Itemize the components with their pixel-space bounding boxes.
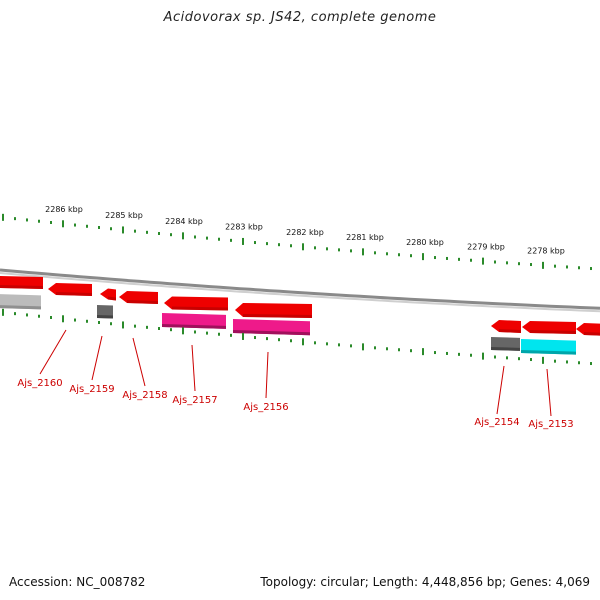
gene-label: Ajs_2154 — [474, 417, 519, 428]
gene-features — [0, 276, 600, 355]
scale-label: 2281 kbp — [346, 233, 384, 242]
scale-label: 2282 kbp — [286, 228, 324, 237]
gene-arrow-2154-shade — [499, 329, 521, 333]
scale-label: 2285 kbp — [105, 211, 143, 220]
leader-line — [546, 368, 552, 417]
leader-line — [132, 337, 146, 387]
scale-ticks-top — [2, 213, 592, 271]
gene-box-2159-edge — [97, 315, 113, 319]
gene-box-2156 — [233, 319, 310, 336]
backbone-line — [0, 268, 600, 310]
map-title: Acidovorax sp. JS42, complete genome — [163, 10, 437, 25]
leader-line — [91, 335, 103, 381]
leader-line — [191, 344, 196, 392]
accession-text: Accession: NC_008782 — [9, 575, 146, 589]
gene-arrow-2152-shade — [584, 332, 600, 336]
leader-line — [39, 329, 67, 375]
leader-line — [496, 365, 505, 415]
gene-box-2157 — [162, 313, 226, 329]
backbone-shadow — [0, 272, 600, 313]
gene-box-2159 — [97, 305, 113, 319]
gene-label: Ajs_2153 — [528, 419, 573, 430]
gene-label: Ajs_2158 — [122, 390, 167, 401]
gene-arrow-2159b-shade — [108, 296, 116, 301]
gene-label: Ajs_2156 — [243, 402, 288, 413]
gene-arrow-2156-shade — [243, 314, 312, 318]
gene-arrow-2159a-shade — [56, 292, 92, 296]
gene-label: Ajs_2159 — [69, 384, 114, 395]
gene-box-2160-edge — [0, 305, 41, 310]
gene-box-2154-edge — [491, 347, 520, 351]
gene-box-2153 — [521, 339, 576, 355]
gene-box-2156-edge — [233, 330, 310, 336]
leader-line — [265, 351, 269, 399]
scale-label: 2280 kbp — [406, 238, 444, 247]
gene-arrow-2160-shade — [0, 285, 43, 289]
gene-box-2157-edge — [162, 324, 226, 329]
scale-label: 2283 kbp — [225, 223, 263, 232]
gene-arrow-2153-shade — [530, 330, 576, 334]
scale-label: 2284 kbp — [165, 217, 203, 226]
gene-box-2160 — [0, 294, 41, 310]
genome-summary-text: Topology: circular; Length: 4,448,856 bp… — [260, 575, 590, 589]
gene-arrow-2157-shade — [172, 306, 228, 311]
gene-label: Ajs_2160 — [17, 378, 62, 389]
scale-label: 2278 kbp — [527, 247, 565, 256]
scale-ticks-bottom — [2, 308, 592, 366]
genome-backbone — [0, 268, 600, 313]
gene-box-2154 — [491, 337, 520, 351]
gene-labels: Ajs_2160 Ajs_2159 Ajs_2158 Ajs_2157 Ajs_2156… — [17, 378, 573, 430]
gene-arrow-2158-shade — [127, 300, 158, 304]
gene-box-2159-body — [97, 305, 113, 319]
scale-label: 2279 kbp — [467, 242, 505, 251]
gene-label: Ajs_2157 — [172, 395, 217, 406]
gene-box-2153-edge — [521, 350, 576, 355]
label-leaders — [39, 329, 552, 417]
scale-label: 2286 kbp — [45, 205, 83, 214]
scale-labels: 2286 kbp 2285 kbp 2284 kbp 2283 kbp 2282 kbp… — [45, 205, 565, 256]
